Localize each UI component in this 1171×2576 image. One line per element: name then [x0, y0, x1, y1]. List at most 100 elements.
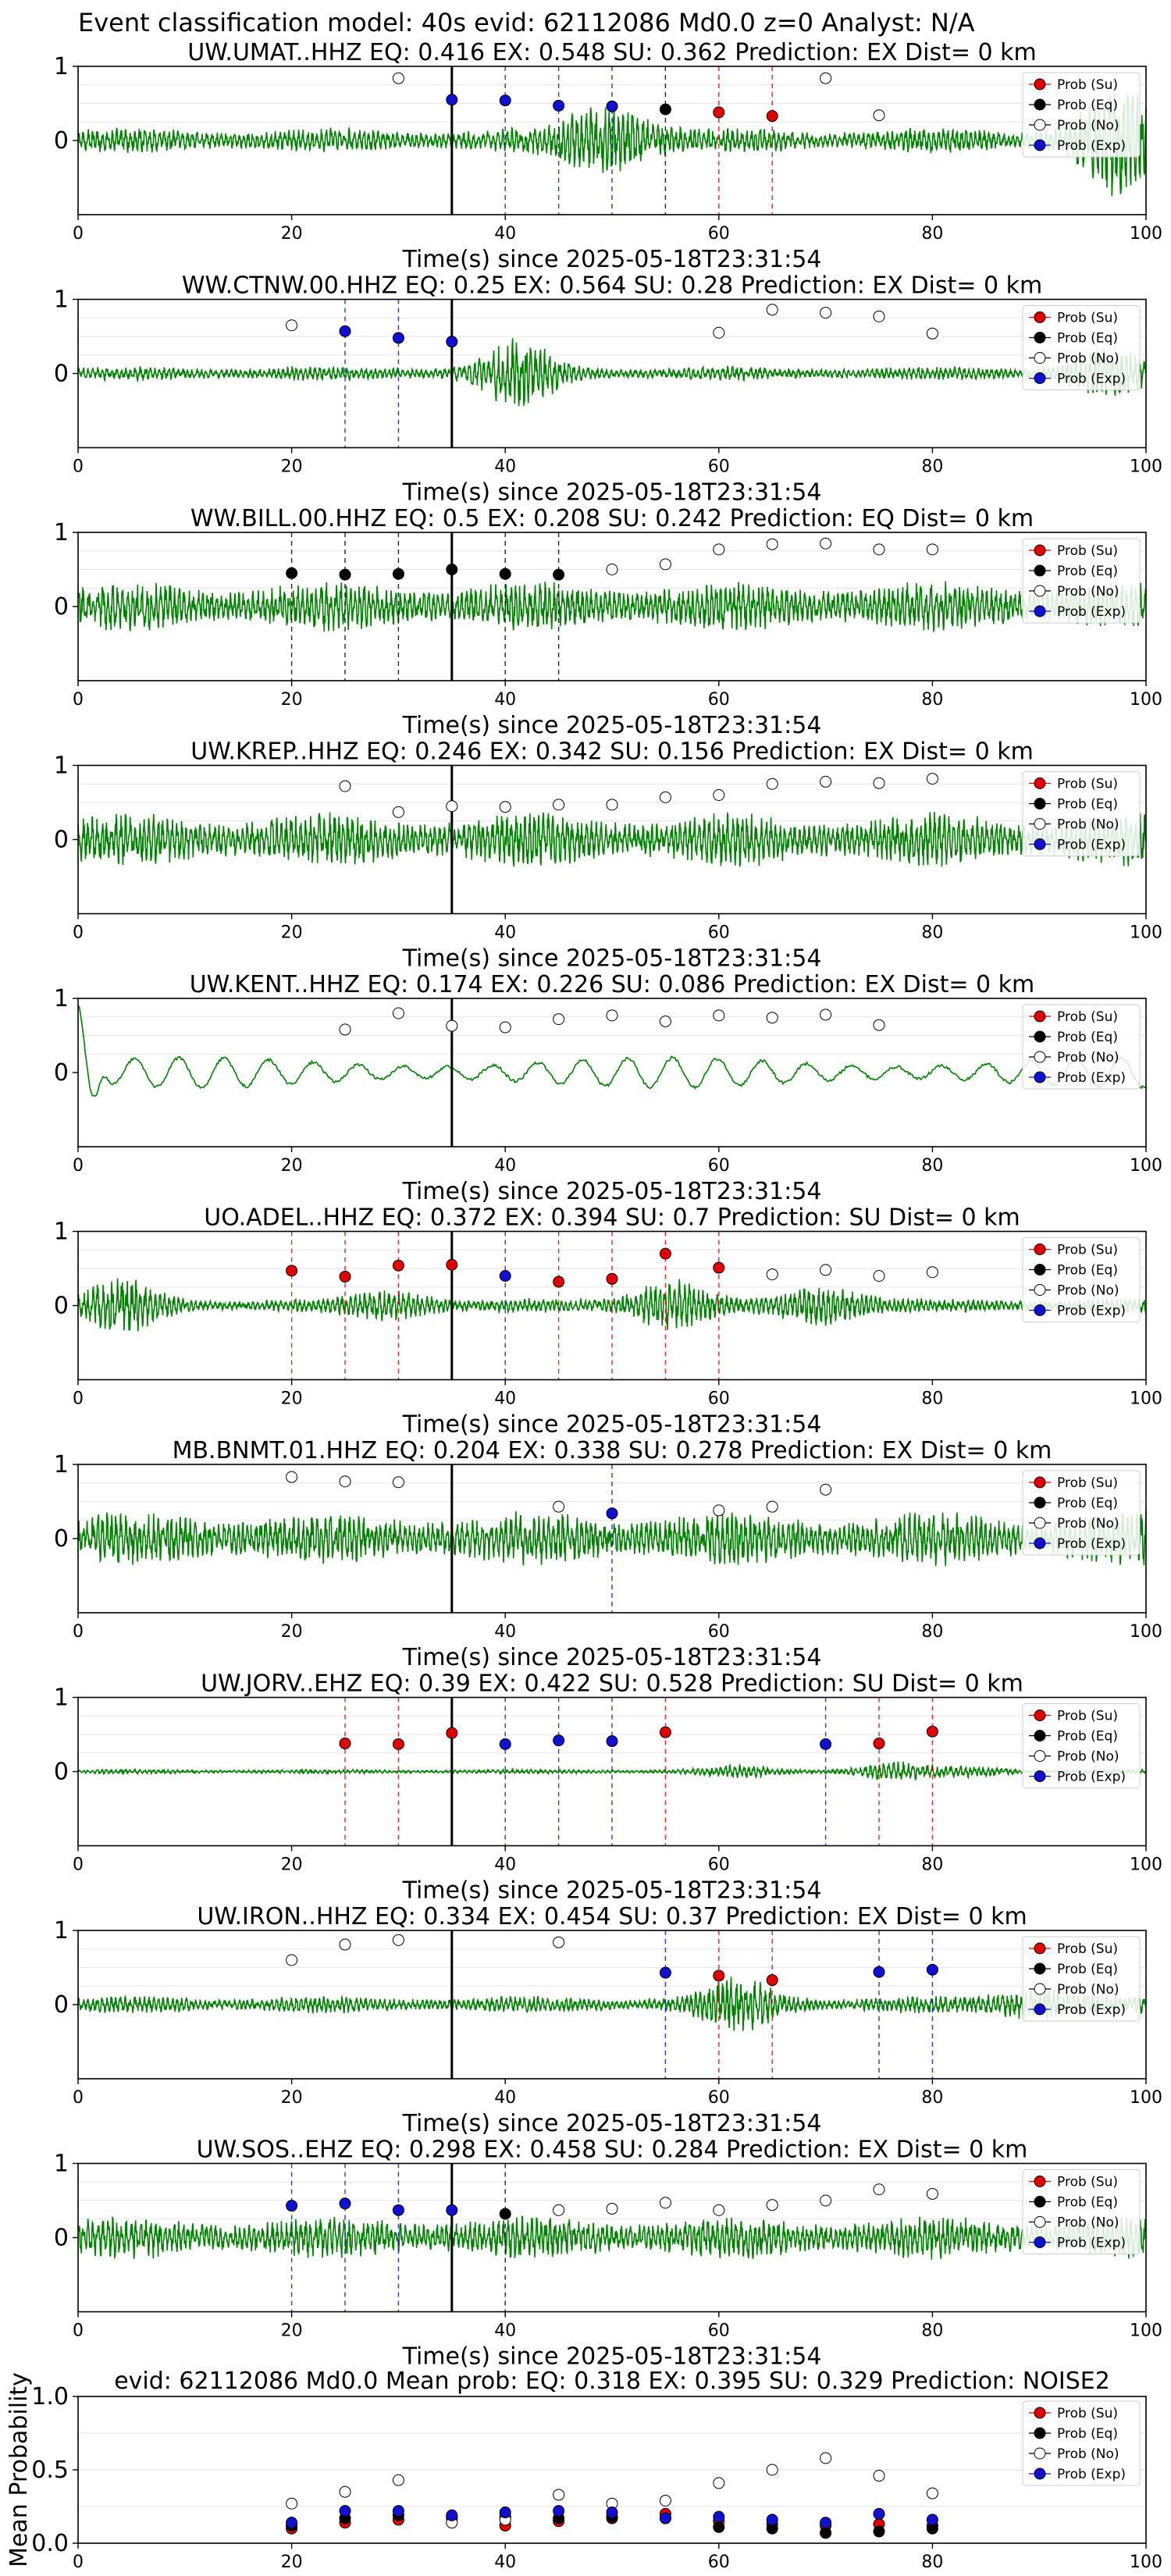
- legend-box: [1022, 2169, 1141, 2254]
- legend-swatch-marker: [1034, 2236, 1046, 2248]
- x-axis-label: Time(s) since 2025-05-18T23:31:54: [402, 1178, 822, 1205]
- legend-swatch-marker: [1034, 1244, 1046, 1255]
- legend-label: Prob (No): [1057, 118, 1119, 133]
- x-tick-label: 100: [1130, 1856, 1162, 1875]
- mean-prob-point-exp: [766, 2514, 778, 2526]
- prob-point-noise: [606, 799, 618, 811]
- mean-prob-point-eq: [873, 2525, 885, 2538]
- x-tick-label: 60: [708, 690, 730, 710]
- prob-point-exp: [606, 100, 618, 112]
- legend-label: Prob (Eq): [1057, 98, 1118, 113]
- mean-prob-point-exp: [606, 2507, 618, 2519]
- prob-point-noise: [873, 543, 885, 556]
- legend: Prob (Su) Prob (Eq) Prob (No) Prob (Exp): [1022, 538, 1141, 624]
- prob-point-noise: [766, 304, 778, 316]
- legend: Prob (Su) Prob (Eq) Prob (No) Prob (Exp): [1022, 1703, 1141, 1788]
- legend-box: [1022, 1237, 1141, 1322]
- y-tick-label: 1: [54, 753, 69, 780]
- prob-point-eq: [553, 568, 565, 581]
- x-tick-label: 80: [921, 2553, 943, 2572]
- seismic-waveform: [77, 2215, 1147, 2260]
- legend-label: Prob (No): [1057, 1050, 1119, 1066]
- legend-label: Prob (Su): [1057, 2406, 1118, 2421]
- prob-point-noise: [606, 1009, 618, 1022]
- prob-point-exp: [499, 1270, 511, 1282]
- y-tick-label: 1: [54, 1219, 69, 1246]
- x-tick-label: 0: [73, 690, 84, 710]
- prob-point-noise: [766, 1268, 778, 1281]
- x-tick-label: 100: [1130, 2553, 1162, 2572]
- y-tick-label: 0: [54, 2225, 69, 2252]
- legend-swatch-marker: [1034, 2447, 1046, 2460]
- prob-point-exp: [606, 1507, 618, 1520]
- prob-point-exp: [392, 332, 404, 344]
- y-tick-label: 1: [54, 1685, 69, 1712]
- x-tick-label: 100: [1130, 923, 1162, 943]
- mean-prob-point-noise: [926, 2487, 938, 2500]
- legend-label: Prob (No): [1057, 2215, 1119, 2231]
- legend-swatch-marker: [1034, 311, 1046, 323]
- prob-point-exp: [339, 325, 351, 337]
- legend-swatch-marker: [1034, 2003, 1046, 2016]
- prob-point-noise: [820, 1264, 832, 1276]
- x-tick-label: 80: [921, 1389, 943, 1409]
- legend-box: [1022, 1470, 1141, 1556]
- legend-swatch-marker: [1034, 1517, 1046, 1529]
- mean-prob-point-exp: [339, 2505, 351, 2517]
- prob-point-noise: [286, 1954, 298, 1966]
- panel-title: evid: 62112086 Md0.0 Mean prob: EQ: 0.31…: [114, 2368, 1110, 2395]
- legend: Prob (Su) Prob (Eq) Prob (No) Prob (Exp): [1022, 1470, 1141, 1556]
- prob-point-exp: [499, 1738, 511, 1750]
- legend: Prob (Su) Prob (Eq) Prob (No) Prob (Exp): [1022, 2169, 1141, 2254]
- y-tick-label: 1: [54, 53, 69, 80]
- legend-swatch-marker: [1034, 78, 1046, 91]
- prob-point-su: [286, 1265, 298, 1277]
- prob-point-su: [766, 110, 778, 123]
- x-axis-label: Time(s) since 2025-05-18T23:31:54: [402, 712, 822, 739]
- legend-label: Prob (Eq): [1057, 1496, 1118, 1511]
- y-tick-label: 0: [54, 593, 69, 621]
- x-tick-label: 40: [494, 923, 516, 943]
- prob-point-noise: [820, 775, 832, 788]
- legend: Prob (Su) Prob (Eq) Prob (No) Prob (Exp): [1022, 771, 1141, 856]
- prob-point-noise: [286, 319, 298, 332]
- legend-label: Prob (Eq): [1057, 1962, 1118, 1977]
- prob-point-noise: [553, 1013, 565, 1026]
- prob-point-noise: [659, 1015, 671, 1027]
- x-tick-label: 60: [708, 923, 730, 943]
- x-tick-label: 20: [281, 224, 303, 244]
- figure-suptitle: Event classification model: 40s evid: 62…: [78, 8, 975, 37]
- prob-point-noise: [926, 773, 938, 785]
- legend-swatch-marker: [1034, 352, 1046, 364]
- prob-point-noise: [659, 791, 671, 803]
- x-tick-label: 20: [281, 690, 303, 710]
- prob-point-su: [446, 1727, 458, 1739]
- x-tick-label: 0: [73, 457, 84, 477]
- x-axis-label: Time(s) since 2025-05-18T23:31:54: [402, 246, 822, 273]
- mean-prob-point-exp: [926, 2514, 938, 2526]
- legend: Prob (Su) Prob (Eq) Prob (No) Prob (Exp): [1022, 1004, 1141, 1090]
- x-tick-label: 20: [281, 2553, 303, 2572]
- x-tick-label: 40: [494, 224, 516, 244]
- legend-swatch-marker: [1034, 1770, 1046, 1782]
- prob-point-su: [392, 1738, 404, 1750]
- panel-title: UO.ADEL..HHZ EQ: 0.372 EX: 0.394 SU: 0.7…: [204, 1204, 1020, 1232]
- legend-label: Prob (Exp): [1057, 838, 1126, 853]
- x-tick-label: 20: [281, 2322, 303, 2341]
- x-tick-label: 0: [73, 1156, 84, 1176]
- seismic-waveform: [77, 1278, 1147, 1332]
- prob-point-exp: [553, 99, 565, 112]
- x-tick-label: 60: [708, 457, 730, 477]
- prob-point-noise: [766, 1500, 778, 1513]
- legend-label: Prob (Su): [1057, 543, 1118, 559]
- x-tick-label: 100: [1130, 1156, 1162, 1176]
- x-tick-label: 20: [281, 1856, 303, 1875]
- mean-prob-point-noise: [713, 2477, 725, 2489]
- y-tick-label: 1.0: [31, 2383, 69, 2411]
- prob-point-noise: [873, 1019, 885, 1031]
- legend-swatch-marker: [1034, 605, 1046, 617]
- x-axis-label: Time(s) since 2025-05-18T23:31:54: [402, 1644, 822, 1671]
- legend-swatch-marker: [1034, 2467, 1046, 2480]
- prob-point-noise: [286, 1471, 298, 1483]
- x-axis-label: Time(s) since 2025-05-18T23:31:54: [402, 2110, 822, 2137]
